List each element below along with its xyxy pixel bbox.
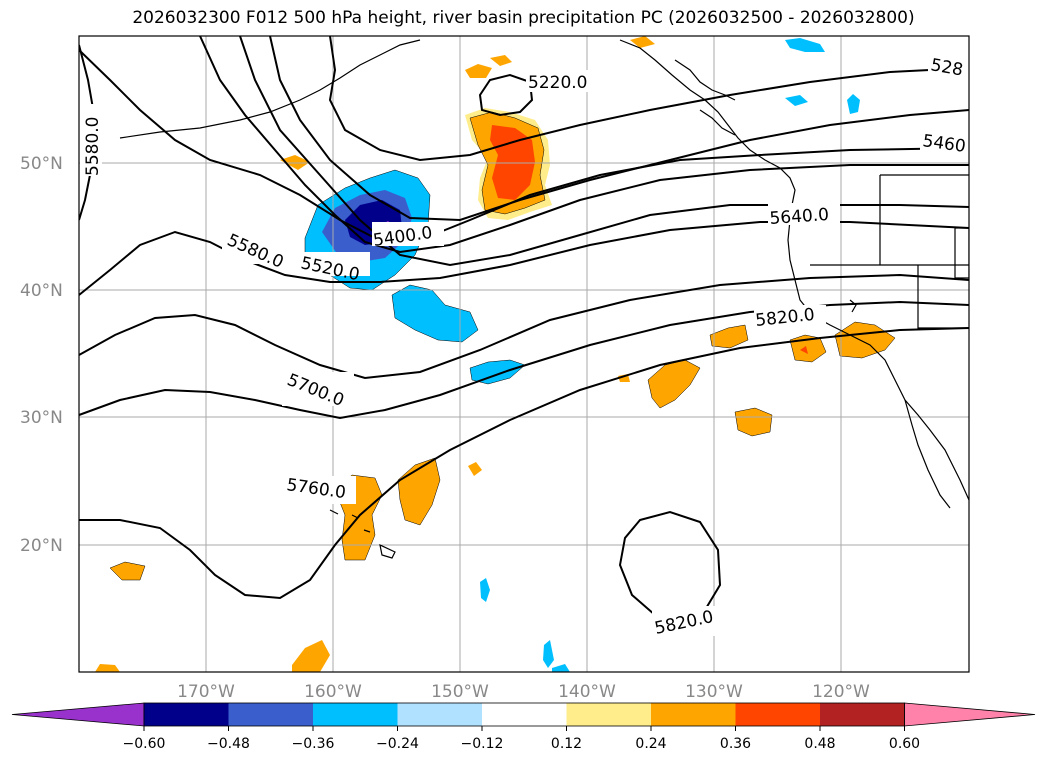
contour-label: 5220.0 xyxy=(528,73,587,93)
colorbar-tick-label: −0.60 xyxy=(123,736,166,752)
lon-label-120w: 120°W xyxy=(812,682,870,702)
latitude-labels: 50°N 40°N 30°N 20°N xyxy=(20,154,63,556)
colorbar-segment xyxy=(397,703,483,726)
colorbar-segment xyxy=(651,703,736,726)
lon-label-170w: 170°W xyxy=(177,682,235,702)
colorbar-segment xyxy=(144,703,229,726)
colorbar-segment xyxy=(482,703,567,726)
colorbar-tick-label: 0.24 xyxy=(635,736,666,752)
colorbar-tick-label: −0.12 xyxy=(461,736,504,752)
lat-label-30n: 30°N xyxy=(20,408,63,428)
map-title: 2026032300 F012 500 hPa height, river ba… xyxy=(132,8,915,28)
colorbar-tick-label: −0.24 xyxy=(376,736,419,752)
colorbar-segment xyxy=(820,703,905,726)
lon-label-150w: 150°W xyxy=(431,682,489,702)
colorbar-tick-label: −0.36 xyxy=(292,736,335,752)
contour-labels: 5580.0 5220.0 528 5460 5640.0 5820.0 552… xyxy=(80,55,969,639)
precip-negative-anomaly xyxy=(304,38,860,672)
lon-label-160w: 160°W xyxy=(304,682,362,702)
colorbar-extend-low xyxy=(11,702,145,727)
lat-label-40n: 40°N xyxy=(20,281,63,301)
colorbar-tick-label: −0.48 xyxy=(207,736,250,752)
colorbar-outline xyxy=(143,702,905,727)
colorbar-tick-label: 0.36 xyxy=(720,736,751,752)
lat-label-20n: 20°N xyxy=(20,536,63,556)
colorbar-tick-label: 0.48 xyxy=(804,736,835,752)
colorbar-extend-high xyxy=(904,702,1036,727)
longitude-labels: 170°W 160°W 150°W 140°W 130°W 120°W xyxy=(177,682,870,702)
colorbar-segment xyxy=(735,703,821,726)
contour-label: 5580.0 xyxy=(83,117,103,176)
map-frame xyxy=(78,35,970,673)
colorbar-segment xyxy=(313,703,398,726)
colorbar: −0.60 −0.48 −0.36 −0.24 −0.12 0.12 0.24 0.36 0.4… xyxy=(11,702,1036,752)
colorbar-segment xyxy=(566,703,652,726)
colorbar-tick-label: 0.60 xyxy=(889,736,920,752)
colorbar-segment xyxy=(228,703,314,726)
contour-label: 5640.0 xyxy=(769,205,830,229)
colorbar-tick-label: 0.12 xyxy=(551,736,582,752)
coastlines xyxy=(119,39,969,559)
lon-label-140w: 140°W xyxy=(558,682,616,702)
lon-label-130w: 130°W xyxy=(685,682,743,702)
lat-label-50n: 50°N xyxy=(20,154,63,174)
